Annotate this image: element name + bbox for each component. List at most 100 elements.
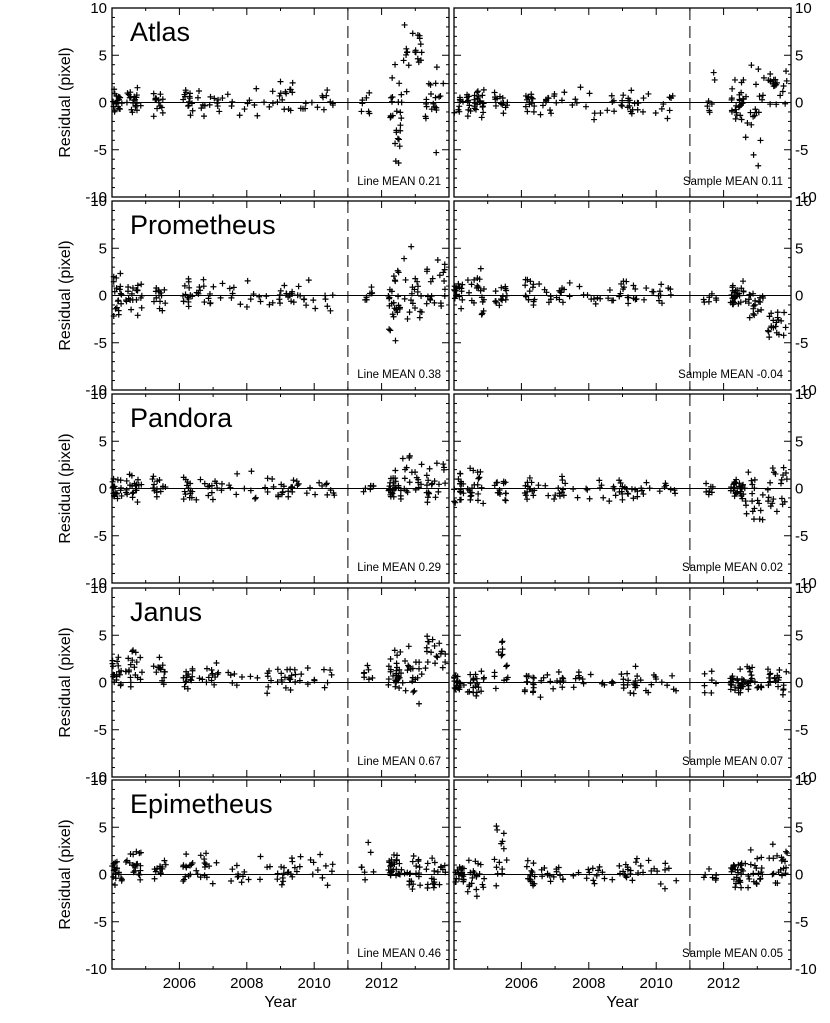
data-point <box>416 864 423 871</box>
y-tick-label: -10 <box>85 575 107 592</box>
data-point <box>456 480 463 487</box>
data-point <box>634 106 641 113</box>
data-point <box>601 681 608 688</box>
data-point <box>415 484 422 491</box>
data-point <box>309 871 316 878</box>
data-point <box>729 284 736 291</box>
data-point <box>388 868 395 875</box>
data-point <box>227 672 234 679</box>
data-point <box>781 858 788 865</box>
data-point <box>370 482 377 489</box>
data-point <box>329 861 336 868</box>
data-point <box>456 488 463 495</box>
data-point <box>362 485 369 492</box>
data-point <box>409 300 416 307</box>
data-point <box>440 80 447 87</box>
data-point <box>311 677 318 684</box>
data-point <box>319 482 326 489</box>
y-tick-label: 10 <box>795 0 812 17</box>
data-point <box>465 857 472 864</box>
data-point <box>737 684 744 691</box>
data-point <box>390 273 397 280</box>
data-point <box>480 100 487 107</box>
data-point <box>456 94 463 101</box>
data-point <box>499 651 506 658</box>
data-point <box>393 872 400 879</box>
data-point <box>432 494 439 501</box>
data-point <box>314 104 321 111</box>
y-tick-label: 0 <box>99 95 107 112</box>
y-tick-label: 0 <box>99 675 107 692</box>
data-point <box>625 490 632 497</box>
data-point <box>454 673 461 680</box>
data-point <box>201 299 208 306</box>
data-point <box>269 100 276 107</box>
data-point <box>754 855 761 862</box>
y-tick-label: 5 <box>795 47 803 64</box>
data-point <box>396 143 403 150</box>
data-point <box>396 305 403 312</box>
data-point <box>412 486 419 493</box>
data-point <box>320 106 327 113</box>
data-point <box>658 105 665 112</box>
data-point <box>116 105 123 112</box>
data-point <box>772 323 779 330</box>
data-point <box>776 667 783 674</box>
data-point <box>441 286 448 293</box>
data-point <box>530 860 537 867</box>
data-point <box>439 664 446 671</box>
data-points <box>109 839 449 893</box>
data-point <box>244 100 251 107</box>
data-point <box>427 278 434 285</box>
data-point <box>314 867 321 874</box>
data-point <box>188 677 195 684</box>
data-point <box>233 862 240 869</box>
data-point <box>747 109 754 116</box>
y-tick-label: -10 <box>795 189 817 206</box>
data-point <box>182 873 189 880</box>
data-point <box>113 858 120 865</box>
data-point <box>293 478 300 485</box>
data-point <box>134 287 141 294</box>
x-tick-label: 2006 <box>163 975 196 992</box>
y-tick-label: -5 <box>94 914 107 931</box>
data-point <box>387 475 394 482</box>
data-point <box>733 476 740 483</box>
data-point <box>278 670 285 677</box>
y-tick-label: 10 <box>795 580 812 597</box>
data-point <box>245 876 252 883</box>
data-point <box>746 314 753 321</box>
data-point <box>138 281 145 288</box>
data-point <box>110 867 117 874</box>
data-point <box>582 103 589 110</box>
data-point <box>775 683 782 690</box>
data-point <box>412 304 419 311</box>
data-point <box>416 665 423 672</box>
data-point <box>276 300 283 307</box>
data-point <box>407 870 414 877</box>
data-point <box>126 471 133 478</box>
data-point <box>746 875 753 882</box>
data-point <box>524 108 531 115</box>
data-point <box>561 89 568 96</box>
data-point <box>632 859 639 866</box>
data-point <box>329 292 336 299</box>
data-point <box>215 669 222 676</box>
data-point <box>499 646 506 653</box>
data-point <box>403 487 410 494</box>
data-point <box>774 880 781 887</box>
data-point <box>124 857 131 864</box>
data-point <box>778 495 785 502</box>
data-point <box>197 476 204 483</box>
data-point <box>590 877 597 884</box>
data-point <box>437 864 444 871</box>
y-tick-label: -10 <box>85 189 107 206</box>
data-point <box>229 866 236 873</box>
y-tick-label: -10 <box>795 382 817 399</box>
data-point <box>109 863 116 870</box>
data-point <box>431 642 438 649</box>
data-point <box>495 649 502 656</box>
data-point <box>667 486 674 493</box>
data-point <box>627 689 634 696</box>
data-point <box>537 694 544 701</box>
